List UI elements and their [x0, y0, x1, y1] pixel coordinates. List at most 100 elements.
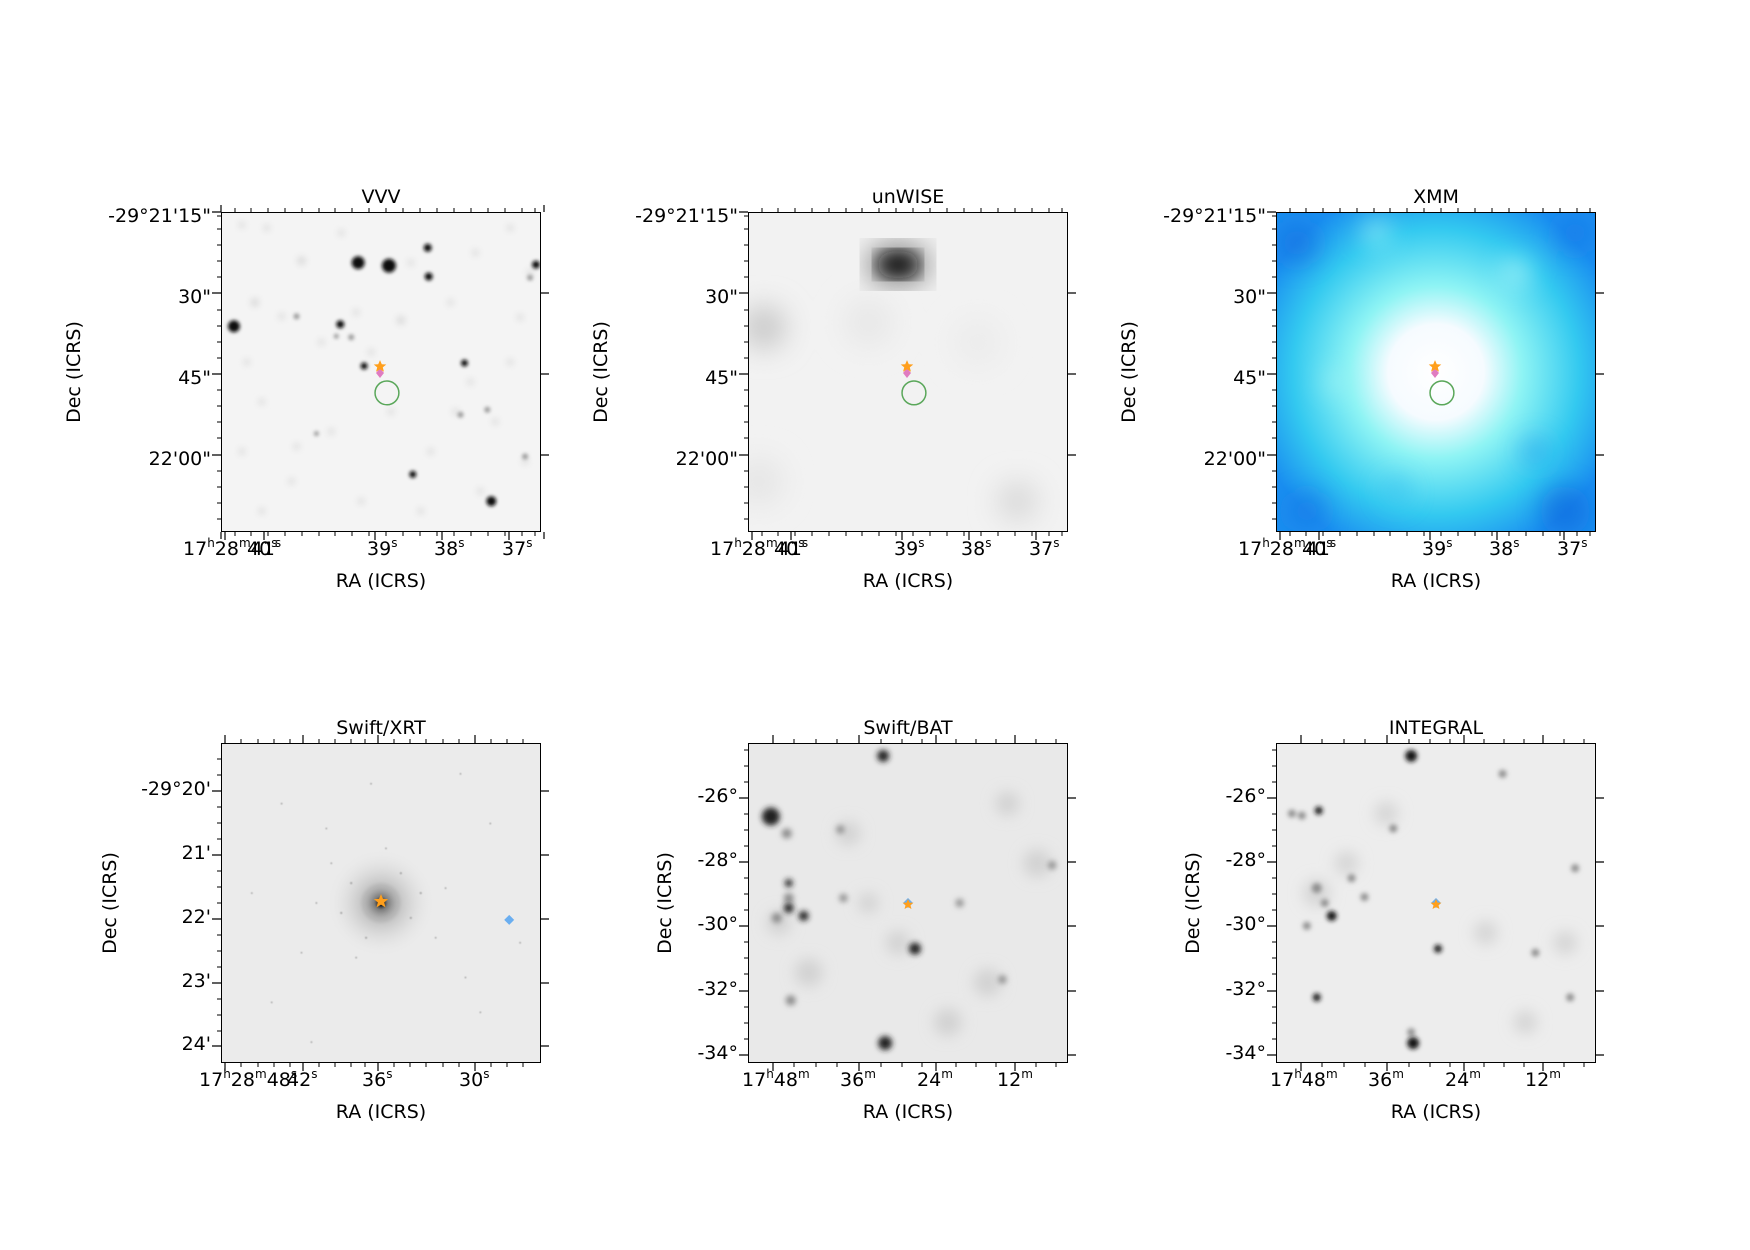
ytick-label: 22'00"	[148, 448, 211, 470]
sky-image	[749, 213, 1067, 531]
xtick-label: 38s	[961, 536, 992, 560]
y-axis-label: Dec (ICRS)	[653, 852, 676, 954]
axis-ticks	[739, 208, 1076, 540]
xtick-label: 36m	[840, 1067, 876, 1091]
panel-title: Swift/XRT	[336, 717, 426, 739]
axis-ticks	[1267, 735, 1604, 1071]
star-marker	[1430, 899, 1442, 910]
xtick-label: 39s	[1422, 536, 1453, 560]
target-circle	[901, 380, 927, 406]
panel-title: Swift/BAT	[863, 717, 953, 739]
x-axis-label: RA (ICRS)	[862, 1101, 954, 1123]
star-marker	[373, 894, 389, 908]
y-axis-label: Dec (ICRS)	[589, 321, 612, 423]
xtick-label: 37s	[502, 536, 533, 560]
panel-swift-bat: Swift/BAT	[654, 717, 1076, 1123]
xtick-label: 38s	[434, 536, 465, 560]
xtick-label: 12m	[1525, 1067, 1561, 1091]
xtick-label: 40s	[1302, 536, 1333, 560]
ytick-label: -29°21'15"	[1163, 205, 1266, 227]
panel-title: VVV	[361, 186, 401, 208]
x-axis-label: RA (ICRS)	[335, 570, 427, 592]
xtick-label: 17h28m41s	[1238, 536, 1337, 560]
xtick-label: 12m	[997, 1067, 1033, 1091]
xtick-label: 39s	[367, 536, 398, 560]
axis-ticks	[1267, 208, 1604, 540]
diamond-marker	[504, 914, 515, 925]
x-axis-label: RA (ICRS)	[335, 1101, 427, 1123]
sky-image	[222, 213, 540, 531]
xtick-label: 17h28m41s	[183, 536, 282, 560]
ytick-label: -32°	[697, 978, 738, 1000]
ytick-label: 22'00"	[675, 448, 738, 470]
ytick-label: 45"	[1233, 367, 1266, 389]
ytick-label: -29°21'15"	[635, 205, 738, 227]
target-circle	[1429, 380, 1455, 406]
ytick-label: -30°	[1225, 913, 1266, 935]
panel-title: XMM	[1413, 186, 1459, 208]
xtick-label: 36s	[362, 1067, 393, 1091]
xtick-label: 24m	[917, 1067, 953, 1091]
ytick-label: -32°	[1225, 978, 1266, 1000]
axis-ticks	[212, 735, 549, 1071]
xtick-label: 24m	[1445, 1067, 1481, 1091]
ytick-label: 22'	[181, 906, 211, 928]
xtick-label: 36m	[1368, 1067, 1404, 1091]
panel-swift-xrt: Swift/XRT	[99, 717, 549, 1123]
xtick-label: 40s	[774, 536, 805, 560]
ytick-label: -28°	[697, 849, 738, 871]
image-frame	[748, 743, 1068, 1063]
star-marker	[900, 360, 914, 372]
xtick-label: 17h28m41s	[710, 536, 809, 560]
panel-title: unWISE	[871, 186, 945, 208]
xtick-label: 40s	[247, 536, 278, 560]
panel-title: INTEGRAL	[1388, 717, 1484, 739]
axis-ticks	[212, 205, 549, 540]
star-marker	[373, 360, 387, 372]
panel-vvv: VVV	[63, 186, 549, 592]
star-marker	[902, 899, 914, 910]
ytick-label: -30°	[697, 913, 738, 935]
ytick-label: 30"	[178, 286, 211, 308]
xtick-label: 39s	[894, 536, 925, 560]
sky-image	[749, 744, 1067, 1062]
x-axis-label: RA (ICRS)	[862, 570, 954, 592]
y-axis-label: Dec (ICRS)	[98, 852, 121, 954]
image-frame	[1276, 212, 1596, 532]
y-axis-label: Dec (ICRS)	[62, 321, 85, 423]
ytick-label: 45"	[178, 367, 211, 389]
x-axis-label: RA (ICRS)	[1390, 570, 1482, 592]
y-axis-label: Dec (ICRS)	[1181, 852, 1204, 954]
sky-image	[222, 744, 540, 1062]
xtick-label: 30s	[459, 1067, 490, 1091]
panel-integral: INTEGRAL	[1182, 717, 1604, 1123]
plus-marker	[1431, 368, 1439, 378]
xtick-label: 37s	[1557, 536, 1588, 560]
xtick-label: 42s	[287, 1067, 318, 1091]
image-frame	[221, 743, 541, 1063]
ytick-label: 24'	[181, 1033, 211, 1055]
ytick-label: -26°	[697, 785, 738, 807]
image-frame	[221, 212, 541, 532]
ytick-label: -34°	[1225, 1042, 1266, 1064]
xtick-label: 37s	[1029, 536, 1060, 560]
panel-xmm: XMM	[1118, 186, 1604, 592]
xtick-label: 17h48m	[742, 1067, 810, 1091]
ytick-label: -34°	[697, 1042, 738, 1064]
image-frame	[748, 212, 1068, 532]
x-axis-label: RA (ICRS)	[1390, 1101, 1482, 1123]
panel-unwise: unWISE	[590, 186, 1076, 592]
ytick-label: -29°21'15"	[108, 205, 211, 227]
ytick-label: -28°	[1225, 849, 1266, 871]
ytick-label: 45"	[705, 367, 738, 389]
sky-image	[1277, 744, 1595, 1062]
xtick-label: 17h28m48s	[199, 1067, 298, 1091]
ytick-label: 30"	[1233, 286, 1266, 308]
target-circle	[374, 380, 400, 406]
ytick-label: 30"	[705, 286, 738, 308]
ytick-label: -26°	[1225, 785, 1266, 807]
star-marker	[1428, 360, 1442, 372]
ytick-label: -29°20'	[141, 778, 211, 800]
image-frame	[1276, 743, 1596, 1063]
xtick-label: 17h48m	[1270, 1067, 1338, 1091]
